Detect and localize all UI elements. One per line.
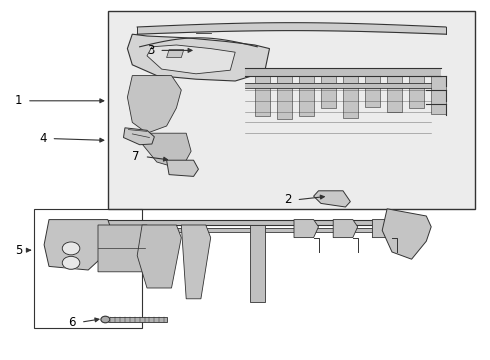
Text: 2: 2 (284, 193, 292, 206)
Polygon shape (343, 76, 358, 118)
Circle shape (62, 256, 80, 269)
Ellipse shape (101, 316, 110, 323)
Bar (108, 11, 475, 209)
Polygon shape (255, 76, 270, 116)
Polygon shape (127, 76, 181, 133)
Polygon shape (321, 76, 336, 108)
Polygon shape (314, 191, 350, 207)
Polygon shape (137, 225, 181, 288)
Bar (34, 209, 142, 328)
Polygon shape (299, 76, 314, 116)
Polygon shape (382, 209, 431, 259)
Text: 3: 3 (147, 44, 154, 57)
Polygon shape (127, 34, 270, 81)
Polygon shape (409, 76, 424, 108)
Polygon shape (147, 45, 235, 74)
Polygon shape (123, 128, 154, 145)
Polygon shape (294, 220, 318, 238)
Polygon shape (167, 160, 198, 176)
Polygon shape (387, 76, 402, 112)
Text: 5: 5 (15, 244, 22, 257)
Polygon shape (98, 225, 147, 272)
Text: 7: 7 (132, 150, 140, 163)
Polygon shape (250, 225, 265, 302)
Polygon shape (167, 50, 184, 58)
Polygon shape (372, 220, 397, 238)
Circle shape (62, 242, 80, 255)
Polygon shape (365, 76, 380, 107)
Polygon shape (142, 133, 191, 169)
Polygon shape (333, 220, 358, 238)
Polygon shape (277, 76, 292, 118)
Polygon shape (181, 225, 211, 299)
Polygon shape (431, 76, 446, 114)
Polygon shape (44, 220, 113, 270)
Text: 4: 4 (39, 132, 47, 145)
Text: 1: 1 (15, 94, 22, 107)
Polygon shape (103, 317, 167, 322)
Text: 6: 6 (69, 316, 76, 329)
